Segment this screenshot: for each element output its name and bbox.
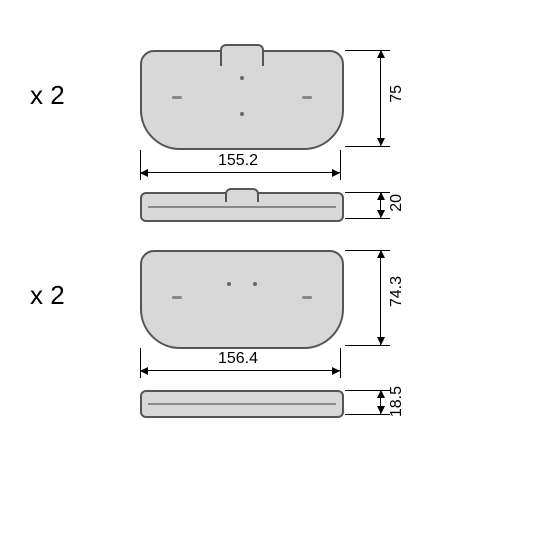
dim-line-pad1-h [380, 50, 381, 146]
dim-plate1-height: 20 [388, 194, 406, 212]
quantity-label-bottom: x 2 [30, 280, 65, 311]
backplate-top [140, 192, 344, 222]
dim-line-pad1-w [140, 172, 340, 173]
dim-line-pad2-w [140, 370, 340, 371]
plate-clip-icon [225, 188, 259, 202]
dim-pad2-height: 74.3 [388, 276, 406, 307]
dim-pad2-width: 156.4 [218, 350, 258, 368]
pad-clip-icon [220, 44, 264, 66]
backplate-bottom [140, 390, 344, 418]
dim-line-pad2-h [380, 250, 381, 345]
drawing-canvas: x 2 75 155.2 20 x 2 74.3 [70, 50, 470, 490]
quantity-label-top: x 2 [30, 80, 65, 111]
dim-plate2-height: 18.5 [388, 386, 406, 417]
dim-pad1-width: 155.2 [218, 152, 258, 170]
dim-pad1-height: 75 [388, 85, 406, 103]
brake-pad-bottom [140, 250, 344, 349]
brake-pad-top [140, 50, 344, 150]
